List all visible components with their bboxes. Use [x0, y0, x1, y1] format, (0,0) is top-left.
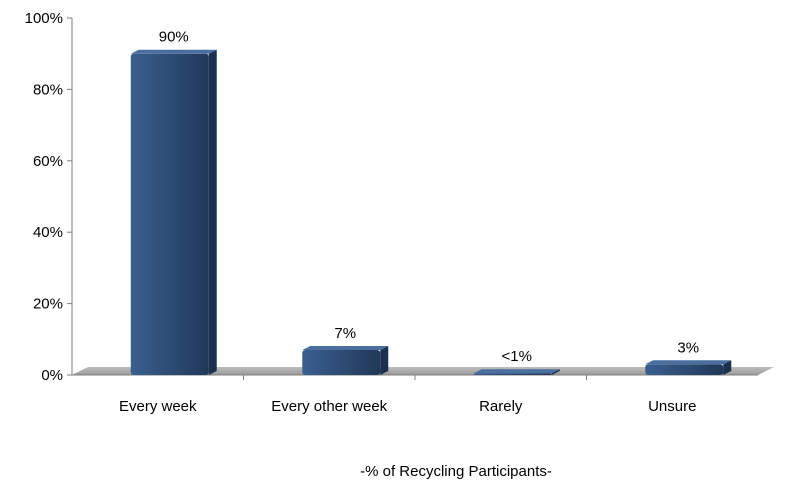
bar-side: [208, 49, 217, 375]
x-axis-title: -% of Recycling Participants-: [360, 463, 552, 480]
bar-top: [130, 49, 217, 54]
category-label: Unsure: [648, 398, 696, 415]
y-tick-label: 100%: [25, 10, 63, 27]
data-label: 3%: [677, 339, 699, 356]
bar-every-other-week: [302, 346, 389, 375]
category-label: Every other week: [271, 398, 387, 415]
bar-side: [551, 369, 560, 375]
y-tick-label: 60%: [33, 153, 63, 170]
data-label: <1%: [502, 348, 532, 365]
y-tick-label: 20%: [33, 296, 63, 313]
bar-front: [645, 364, 724, 375]
bar-rarely: [473, 369, 560, 375]
data-label: 7%: [334, 325, 356, 342]
bar-front: [130, 53, 209, 375]
bar-top: [302, 346, 389, 351]
bar-every-week: [130, 49, 217, 375]
category-label: Rarely: [479, 398, 523, 415]
bar-unsure: [645, 360, 732, 375]
y-tick-label: 40%: [33, 224, 63, 241]
bar-front: [302, 350, 381, 375]
bar-front: [473, 373, 552, 375]
y-tick-label: 80%: [33, 81, 63, 98]
data-label: 90%: [159, 29, 189, 46]
bar-side: [380, 346, 389, 375]
bar-top: [645, 360, 732, 365]
bar-side: [723, 360, 732, 375]
bar-top: [473, 369, 560, 374]
y-tick-label: 0%: [41, 367, 63, 384]
category-label: Every week: [119, 398, 197, 415]
chart-floor: [72, 367, 774, 375]
